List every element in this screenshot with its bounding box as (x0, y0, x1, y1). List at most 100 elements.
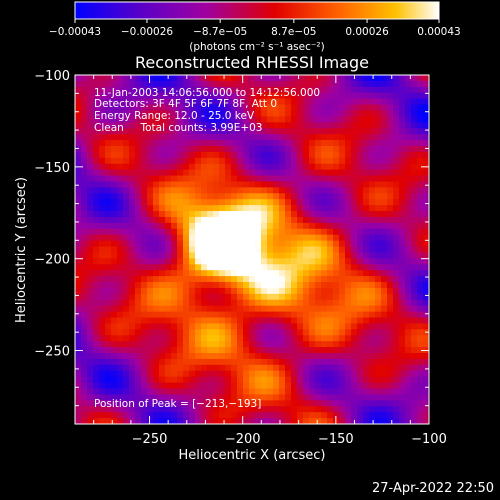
heatmap-cell (141, 98, 148, 106)
heatmap-cell (423, 287, 429, 295)
heatmap-cell (369, 246, 376, 254)
heatmap-cell (273, 222, 280, 230)
heatmap-cell (117, 199, 124, 206)
heatmap-cell (99, 293, 106, 301)
heatmap-cell (405, 86, 412, 94)
heatmap-cell (309, 75, 316, 82)
heatmap-cell (381, 358, 388, 366)
heatmap-cell (303, 252, 310, 259)
heatmap-cell (153, 358, 160, 366)
heatmap-cell (285, 163, 292, 171)
heatmap-cell (405, 145, 412, 153)
heatmap-cell (207, 335, 214, 342)
heatmap-cell (423, 175, 429, 183)
heatmap-cell (327, 323, 334, 330)
heatmap-cell (165, 110, 172, 118)
heatmap-cell (339, 193, 346, 200)
heatmap-cell (411, 140, 418, 147)
heatmap-cell (309, 264, 316, 271)
heatmap-cell (165, 341, 172, 348)
heatmap-cell (399, 358, 406, 366)
heatmap-cell (345, 353, 352, 360)
heatmap-cell (333, 193, 340, 200)
colorbar-tick-label: 0.00026 (345, 26, 389, 38)
heatmap-cell (279, 388, 286, 396)
heatmap-cell (123, 169, 130, 177)
heatmap-cell (423, 311, 429, 319)
heatmap-cell (75, 252, 82, 259)
heatmap-cell (297, 317, 304, 325)
heatmap-cell (279, 264, 286, 271)
heatmap-cell (243, 358, 250, 366)
heatmap-cell (147, 282, 154, 289)
heatmap-cell (339, 222, 346, 230)
heatmap-cell (129, 187, 136, 194)
heatmap-cell (273, 317, 280, 325)
heatmap-cell (147, 157, 154, 165)
heatmap-cell (417, 134, 424, 141)
heatmap-cell (207, 98, 214, 106)
heatmap-cell (195, 128, 202, 135)
heatmap-cell (213, 169, 220, 177)
heatmap-cell (183, 329, 190, 336)
heatmap-cell (363, 86, 370, 94)
heatmap-cell (321, 110, 328, 118)
heatmap-cell (303, 98, 310, 106)
heatmap-cell (297, 246, 304, 254)
heatmap-cell (357, 317, 364, 325)
heatmap-cell (357, 98, 364, 106)
heatmap-cell (399, 151, 406, 159)
heatmap-cell (135, 364, 142, 372)
heatmap-cell (111, 364, 118, 372)
heatmap-cell (81, 205, 88, 212)
heatmap-cell (201, 151, 208, 159)
heatmap-cell (399, 240, 406, 248)
heatmap-cell (315, 270, 322, 277)
heatmap-cell (303, 370, 310, 378)
heatmap-cell (285, 92, 292, 100)
heatmap-cell (189, 134, 196, 141)
heatmap-cell (423, 353, 429, 360)
heatmap-cell (279, 75, 286, 82)
heatmap-cell (423, 406, 429, 413)
heatmap-cell (381, 151, 388, 159)
heatmap-cell (321, 187, 328, 194)
heatmap-cell (99, 199, 106, 206)
heatmap-cell (255, 205, 262, 212)
heatmap-cell (201, 317, 208, 325)
heatmap-cell (153, 388, 160, 396)
heatmap-cell (309, 98, 316, 106)
heatmap-cell (387, 406, 394, 413)
heatmap-cell (417, 335, 424, 342)
heatmap-cell (351, 246, 358, 254)
heatmap-cell (399, 163, 406, 171)
heatmap-cell (135, 92, 142, 100)
heatmap-cell (267, 211, 274, 218)
heatmap-cell (153, 341, 160, 348)
heatmap-cell (129, 216, 136, 224)
heatmap-cell (327, 282, 334, 289)
heatmap-cell (393, 358, 400, 366)
heatmap-cell (291, 276, 298, 283)
heatmap-cell (243, 406, 250, 413)
heatmap-cell (129, 134, 136, 141)
heatmap-cell (129, 317, 136, 325)
heatmap-cell (363, 370, 370, 378)
heatmap-cell (399, 228, 406, 236)
heatmap-cell (111, 329, 118, 336)
heatmap-cell (75, 406, 82, 413)
heatmap-cell (261, 75, 268, 82)
heatmap-cell (381, 317, 388, 325)
heatmap-cell (237, 110, 244, 118)
heatmap-cell (339, 240, 346, 248)
heatmap-cell (261, 258, 268, 265)
heatmap-cell (405, 169, 412, 177)
heatmap-cell (387, 181, 394, 188)
heatmap-cell (315, 228, 322, 236)
heatmap-cell (177, 282, 184, 289)
heatmap-cell (423, 187, 429, 194)
heatmap-cell (261, 246, 268, 254)
heatmap-cell (81, 169, 88, 177)
heatmap-cell (285, 134, 292, 141)
heatmap-cell (147, 276, 154, 283)
